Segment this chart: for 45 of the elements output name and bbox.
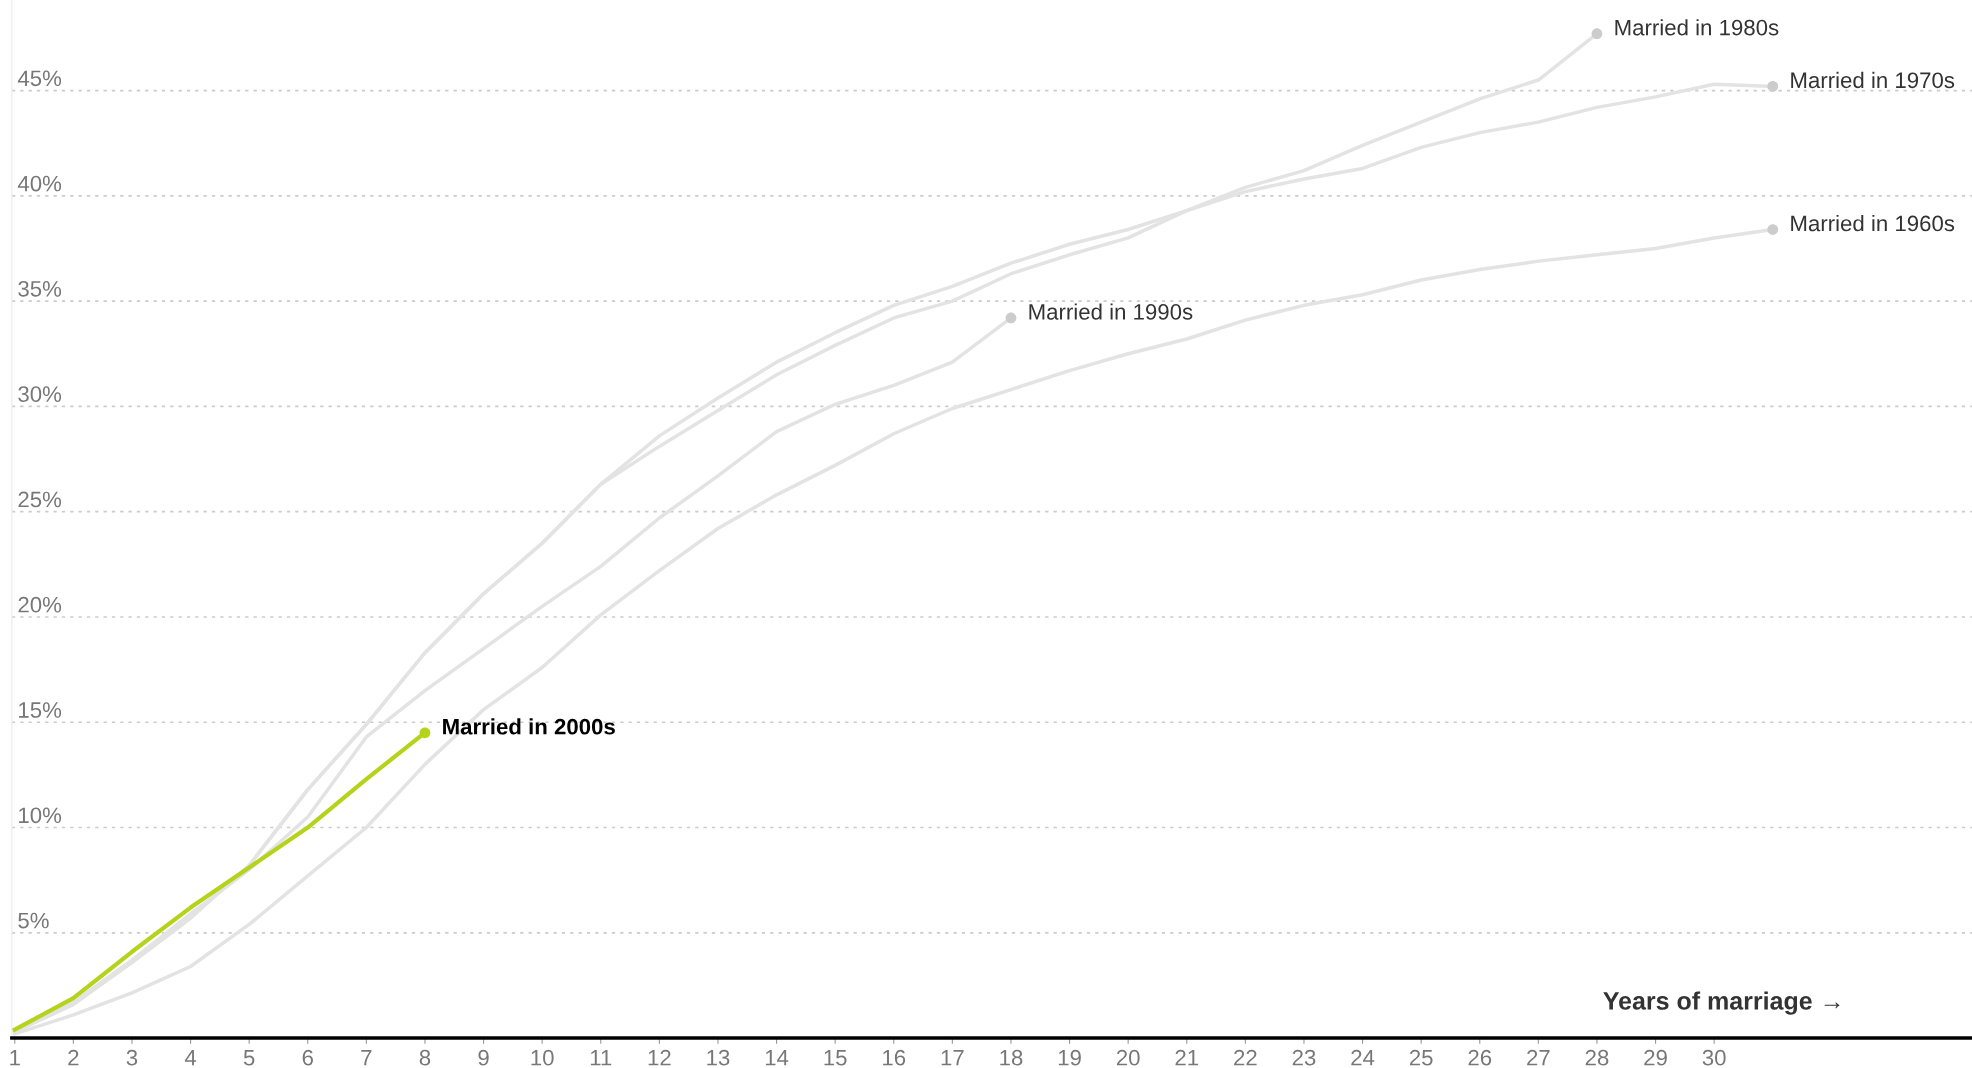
x-tick-label: 10 — [531, 1049, 554, 1066]
x-tick-label: 1 — [10, 1050, 20, 1066]
x-tick-label: 14 — [765, 1050, 789, 1066]
x-tick-label: 17 — [941, 1050, 964, 1066]
x-tick-label: 28 — [1585, 1049, 1609, 1066]
x-tick-label: 13 — [707, 1049, 730, 1066]
x-tick-label: 15 — [824, 1050, 847, 1066]
x-tick-label: 8 — [419, 1049, 431, 1066]
x-tick-label: 22 — [1234, 1049, 1257, 1066]
x-tick-label: 26 — [1468, 1049, 1492, 1066]
x-tick-label: 19 — [1058, 1049, 1081, 1066]
y-tick-label: 5% — [18, 912, 49, 929]
y-tick-label: 20% — [18, 596, 62, 613]
series-label: Married in 1990s — [1029, 303, 1193, 320]
x-tick-label: 11 — [590, 1050, 612, 1066]
y-tick-label: 45% — [17, 70, 62, 87]
x-tick-label: 18 — [1000, 1049, 1023, 1066]
series-label: Married in 1960s — [1791, 214, 1955, 232]
x-tick-label: 27 — [1527, 1049, 1550, 1066]
x-tick-label: 21 — [1175, 1049, 1199, 1066]
x-tick-label: 20 — [1116, 1049, 1140, 1066]
y-tick-label: 30% — [18, 386, 62, 402]
x-tick-label: 12 — [648, 1049, 671, 1066]
y-tick-label: 35% — [18, 280, 62, 297]
x-tick-label: 2 — [68, 1049, 79, 1066]
x-tick-label: 6 — [302, 1049, 313, 1066]
x-tick-label: 23 — [1292, 1049, 1316, 1066]
series-label: Married in 1980s — [1615, 19, 1779, 36]
series-label: Married in 2000s — [443, 718, 615, 735]
x-tick-label: 7 — [361, 1050, 372, 1066]
x-tick-label: 24 — [1351, 1049, 1375, 1066]
x-tick-label: 5 — [243, 1050, 255, 1066]
y-tick-label: 40% — [17, 175, 62, 192]
x-axis-title: Years of marriage → — [1603, 991, 1840, 1015]
x-tick-label: 29 — [1644, 1049, 1667, 1066]
x-tick-label: 25 — [1409, 1049, 1433, 1066]
series-label: Married in 1970s — [1791, 71, 1955, 89]
x-tick-label: 16 — [883, 1049, 906, 1066]
x-tick-label: 4 — [184, 1050, 197, 1066]
y-tick-label: 10% — [19, 807, 62, 824]
x-tick-label: 30 — [1702, 1049, 1726, 1066]
y-tick-label: 15% — [19, 702, 62, 718]
y-tick-label: 25% — [18, 491, 62, 508]
x-tick-label: 9 — [478, 1049, 489, 1066]
x-tick-label: 3 — [126, 1049, 138, 1066]
